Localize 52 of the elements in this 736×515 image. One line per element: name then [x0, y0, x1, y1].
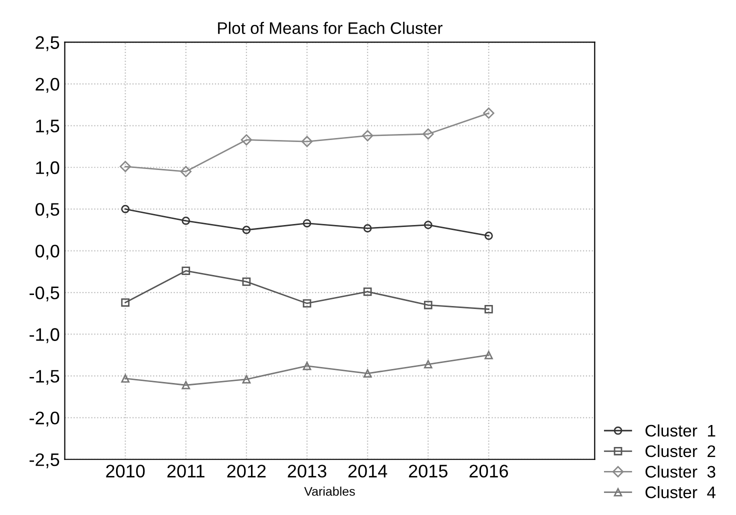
y-tick-label: 0,0	[36, 244, 60, 260]
x-tick-label: 2016	[470, 464, 508, 478]
x-tick-label: 2010	[106, 464, 145, 478]
x-tick-label: 2011	[167, 464, 204, 478]
y-tick-label: 2,0	[36, 78, 60, 93]
y-tick-label: 2,5	[36, 36, 60, 52]
point	[182, 380, 190, 390]
y-tick-label: 1,5	[36, 120, 60, 135]
point	[422, 128, 434, 140]
legend-label: Cluster 1	[646, 424, 716, 437]
legend-label: Cluster 4	[646, 486, 716, 498]
point	[302, 299, 312, 308]
point	[240, 134, 252, 146]
x-tick-label: 2013	[288, 464, 326, 478]
point	[301, 136, 313, 148]
legend-label: Cluster 2	[646, 444, 716, 458]
y-tick-label: 1,0	[36, 161, 60, 176]
y-tick-label: -1,5	[30, 370, 60, 385]
point	[121, 298, 130, 307]
point	[424, 220, 432, 230]
point	[363, 224, 372, 232]
point	[242, 278, 251, 286]
y-tick-label: -2,5	[30, 453, 60, 468]
point	[484, 232, 493, 240]
point	[424, 360, 432, 368]
point	[182, 266, 190, 275]
chart-title: Plot of Means for Each Cluster	[218, 22, 442, 34]
point	[424, 300, 432, 310]
point	[362, 130, 374, 142]
y-tick-label: 0,5	[36, 203, 60, 218]
y-tick-label: -0,5	[30, 286, 60, 302]
point	[120, 160, 131, 172]
point	[242, 226, 251, 234]
legend-label: Cluster 3	[646, 465, 716, 478]
point	[483, 108, 494, 119]
point	[302, 362, 312, 370]
x-axis-title: Variables	[304, 486, 355, 496]
x-tick-label: 2015	[408, 464, 448, 478]
point	[302, 219, 312, 228]
y-tick-label: -2,0	[30, 412, 60, 427]
point	[363, 369, 372, 378]
point	[484, 350, 493, 360]
y-tick-label: -1,0	[30, 328, 60, 344]
point	[363, 288, 372, 296]
point	[182, 216, 190, 225]
point	[180, 166, 192, 178]
x-tick-label: 2012	[227, 464, 266, 478]
x-tick-label: 2014	[348, 464, 388, 478]
point	[121, 204, 130, 214]
point	[121, 374, 130, 383]
point	[242, 375, 251, 384]
point	[484, 305, 493, 314]
